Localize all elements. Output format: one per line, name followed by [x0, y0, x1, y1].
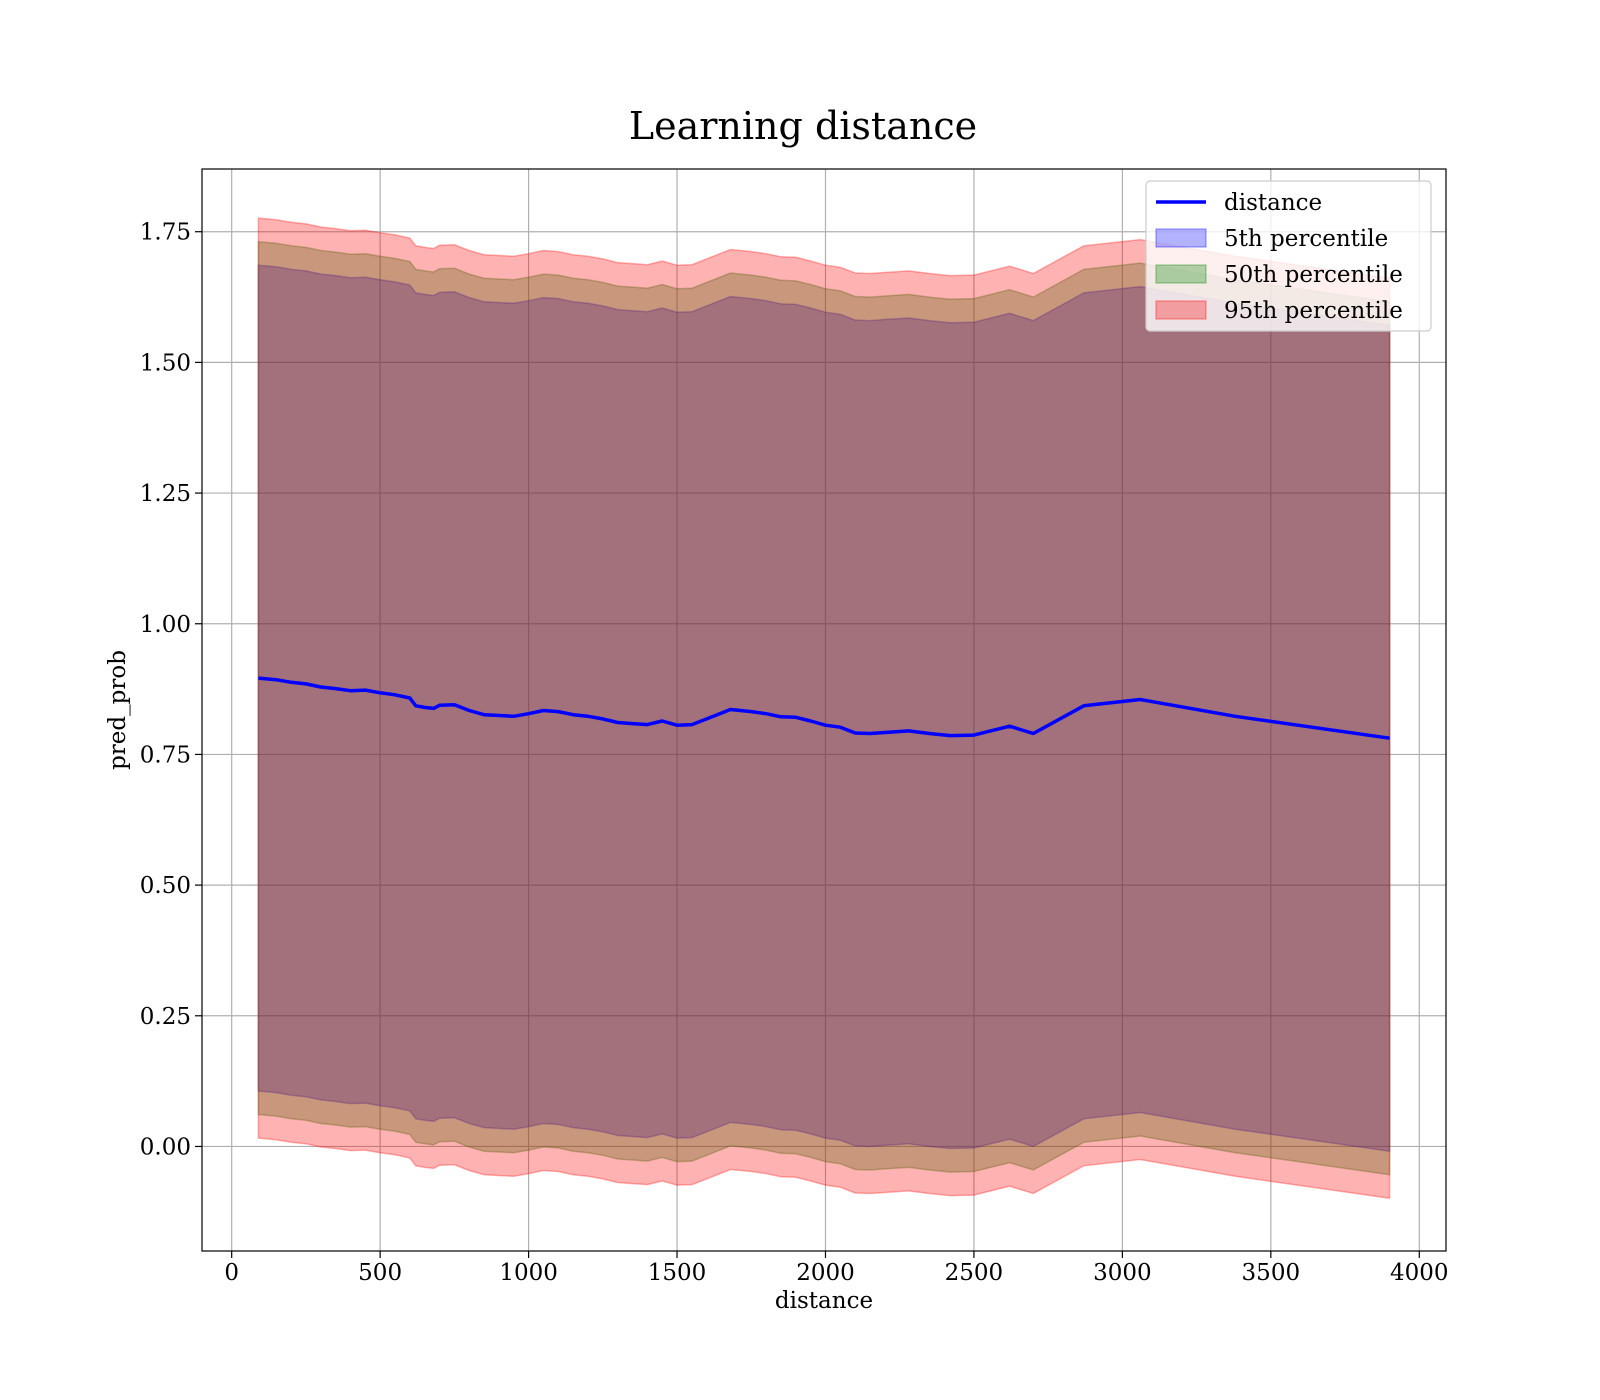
y-tick-label: 0.75	[140, 742, 191, 768]
y-tick-label: 0.00	[140, 1134, 191, 1160]
x-tick-label: 2500	[945, 1260, 1004, 1286]
legend-label-95th-percentile: 95th percentile	[1224, 298, 1403, 324]
x-tick-label: 4000	[1390, 1260, 1449, 1286]
legend-box	[1145, 180, 1432, 332]
data-lines	[258, 676, 1390, 740]
x-tick-label: 3500	[1242, 1260, 1301, 1286]
percentile-bands	[257, 217, 1391, 1200]
legend-label-50th-percentile: 50th percentile	[1224, 262, 1403, 288]
grid	[202, 169, 1446, 1251]
x-tick-label: 0	[224, 1260, 239, 1286]
y-tick-label: 1.00	[140, 612, 191, 638]
y-tick-label: 0.50	[140, 873, 191, 899]
legend: distance 5th percentile 50th percentile 95t…	[1145, 180, 1432, 332]
y-tick-label: 1.50	[140, 350, 191, 376]
legend-label-5th-percentile: 5th percentile	[1224, 226, 1388, 252]
legend-label-distance: distance	[1224, 190, 1322, 216]
x-tick-label: 1000	[499, 1260, 558, 1286]
x-tick-label: 500	[358, 1260, 402, 1286]
x-tick-label: 2000	[796, 1260, 855, 1286]
chart-title: Learning distance	[629, 104, 977, 148]
legend-swatch-50th-percentile	[1155, 264, 1207, 284]
line-distance	[258, 676, 1390, 740]
y-tick-label: 0.25	[140, 1004, 191, 1030]
y-axis: 0.00 0.25 0.50 0.75 1.00 1.25 1.50 1.75	[140, 220, 202, 1160]
legend-swatch-95th-percentile	[1155, 300, 1207, 320]
x-tick-label: 3000	[1093, 1260, 1152, 1286]
y-tick-label: 1.25	[140, 481, 191, 507]
x-tick-label: 1500	[648, 1260, 707, 1286]
plot-frame	[201, 168, 1447, 1252]
band-5th-percentile	[257, 264, 1391, 1153]
x-axis-label: distance	[775, 1288, 873, 1314]
band-95th-percentile	[257, 217, 1391, 1200]
y-axis-label: pred_prob	[105, 650, 131, 770]
legend-swatch-5th-percentile	[1155, 228, 1207, 248]
x-axis: 0 500 1000 1500 2000 2500 3000 3500 4000	[224, 1251, 1449, 1286]
band-50th-percentile	[257, 240, 1391, 1176]
y-tick-label: 1.75	[140, 220, 191, 246]
